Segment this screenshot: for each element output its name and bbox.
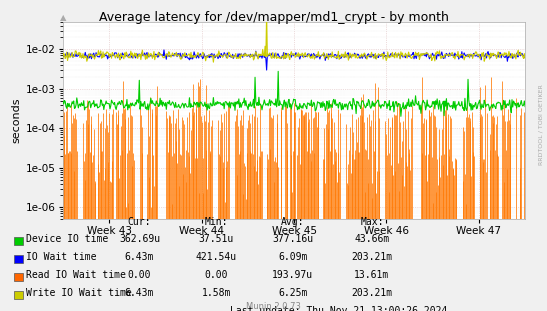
Text: 193.97u: 193.97u xyxy=(272,270,313,280)
Text: Write IO Wait time: Write IO Wait time xyxy=(26,288,131,298)
Text: Munin 2.0.73: Munin 2.0.73 xyxy=(246,301,301,310)
Text: Min:: Min: xyxy=(205,217,228,227)
Text: 6.09m: 6.09m xyxy=(278,252,307,262)
Text: 6.43m: 6.43m xyxy=(125,252,154,262)
Text: ▲: ▲ xyxy=(60,13,66,22)
Text: Read IO Wait time: Read IO Wait time xyxy=(26,270,126,280)
Text: 203.21m: 203.21m xyxy=(351,288,393,298)
Text: Max:: Max: xyxy=(360,217,383,227)
Text: Cur:: Cur: xyxy=(128,217,151,227)
Text: 421.54u: 421.54u xyxy=(195,252,237,262)
Text: 6.25m: 6.25m xyxy=(278,288,307,298)
Text: 1.58m: 1.58m xyxy=(201,288,231,298)
Text: RRDTOOL / TOBI OETIKER: RRDTOOL / TOBI OETIKER xyxy=(538,84,543,165)
Text: 6.43m: 6.43m xyxy=(125,288,154,298)
Text: IO Wait time: IO Wait time xyxy=(26,252,96,262)
Text: 37.51u: 37.51u xyxy=(199,234,234,244)
Text: 362.69u: 362.69u xyxy=(119,234,160,244)
Text: Avg:: Avg: xyxy=(281,217,304,227)
Text: 13.61m: 13.61m xyxy=(354,270,389,280)
Text: 0.00: 0.00 xyxy=(128,270,151,280)
Text: Average latency for /dev/mapper/md1_crypt - by month: Average latency for /dev/mapper/md1_cryp… xyxy=(98,11,449,24)
Text: 43.66m: 43.66m xyxy=(354,234,389,244)
Text: 0.00: 0.00 xyxy=(205,270,228,280)
Text: 203.21m: 203.21m xyxy=(351,252,393,262)
Text: Device IO time: Device IO time xyxy=(26,234,108,244)
Y-axis label: seconds: seconds xyxy=(12,98,22,143)
Text: Last update: Thu Nov 21 13:00:26 2024: Last update: Thu Nov 21 13:00:26 2024 xyxy=(230,306,448,311)
Text: 377.16u: 377.16u xyxy=(272,234,313,244)
